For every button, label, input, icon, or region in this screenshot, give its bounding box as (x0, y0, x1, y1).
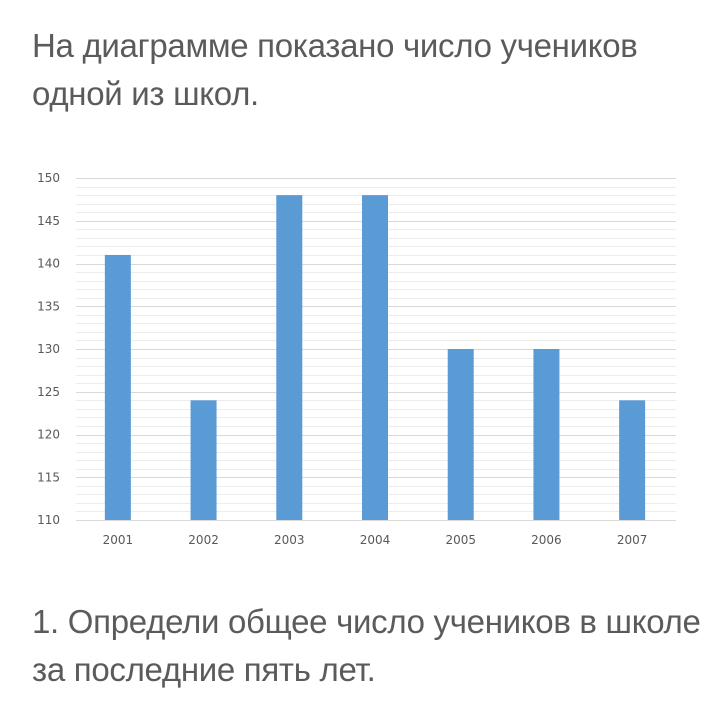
question-text: 1. Определи общее число учеников в школе… (32, 598, 712, 694)
y-tick-label: 115 (37, 470, 60, 484)
x-axis-tick-labels: 2001 2002 2003 2004 2005 2006 2007 (103, 533, 648, 547)
y-axis-tick-labels: 110 115 120 125 130 135 140 145 150 (37, 171, 60, 527)
x-tick-label: 2007 (617, 533, 648, 547)
bars (104, 195, 646, 520)
x-tick-label: 2001 (103, 533, 134, 547)
y-tick-label: 145 (37, 214, 60, 228)
y-tick-label: 130 (37, 342, 60, 356)
x-tick-label: 2002 (188, 533, 219, 547)
intro-line-2: одной из школ. (32, 75, 259, 112)
x-tick-label: 2003 (274, 533, 305, 547)
bar-2003 (276, 195, 303, 520)
intro-text: На диаграмме показано число учеников одн… (32, 22, 692, 118)
intro-line-1: На диаграмме показано число учеников (32, 27, 638, 64)
bar-2002 (190, 400, 217, 520)
bar-2001 (104, 254, 131, 520)
x-tick-label: 2005 (445, 533, 476, 547)
bar-2005 (447, 349, 474, 520)
question-line-2: за последние пять лет. (32, 651, 376, 688)
bar-2006 (533, 349, 560, 520)
y-tick-label: 110 (37, 513, 60, 527)
y-tick-label: 135 (37, 299, 60, 313)
bar-2007 (619, 400, 646, 520)
bar-2004 (362, 195, 388, 520)
y-tick-label: 120 (37, 428, 60, 442)
y-tick-label: 140 (37, 257, 60, 271)
question-line-1: 1. Определи общее число учеников в школе (32, 603, 701, 640)
y-tick-label: 150 (37, 171, 60, 185)
bar-chart: 110 115 120 125 130 135 140 145 150 2001 2002 2003… (37, 171, 676, 547)
x-tick-label: 2006 (531, 533, 562, 547)
x-tick-label: 2004 (360, 533, 391, 547)
y-tick-label: 125 (37, 385, 60, 399)
